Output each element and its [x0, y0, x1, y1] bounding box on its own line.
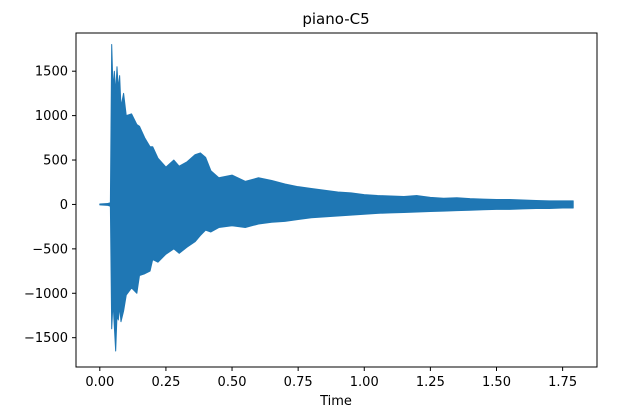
- x-tick-label: 0.25: [151, 375, 180, 390]
- chart-title: piano-C5: [302, 10, 369, 28]
- x-tick-label: 1.25: [416, 375, 445, 390]
- x-tick-label: 1.00: [350, 375, 379, 390]
- y-tick-label: −1000: [24, 287, 68, 302]
- x-tick-label: 1.50: [482, 375, 511, 390]
- y-tick-label: −1500: [24, 331, 68, 346]
- y-tick-label: 1000: [35, 109, 68, 124]
- plot-frame: [75, 32, 598, 368]
- y-axis: −1500 −1000 −500 0 500 1000 1500: [24, 65, 76, 346]
- plot-area: [99, 44, 574, 352]
- y-tick-label: 500: [43, 154, 68, 169]
- y-tick-label: −500: [32, 242, 68, 257]
- x-tick-label: 1.75: [548, 375, 577, 390]
- y-tick-label: 0: [60, 198, 68, 213]
- x-tick-label: 0.50: [218, 375, 247, 390]
- x-axis: 0.00 0.25 0.50 0.75 1.00 1.25 1.50 1.75: [85, 367, 577, 390]
- y-tick-label: 1500: [35, 65, 68, 80]
- waveform-series-0: [99, 44, 574, 352]
- x-tick-label: 0.75: [284, 375, 313, 390]
- x-axis-label: Time: [319, 394, 352, 409]
- x-tick-label: 0.00: [85, 375, 114, 390]
